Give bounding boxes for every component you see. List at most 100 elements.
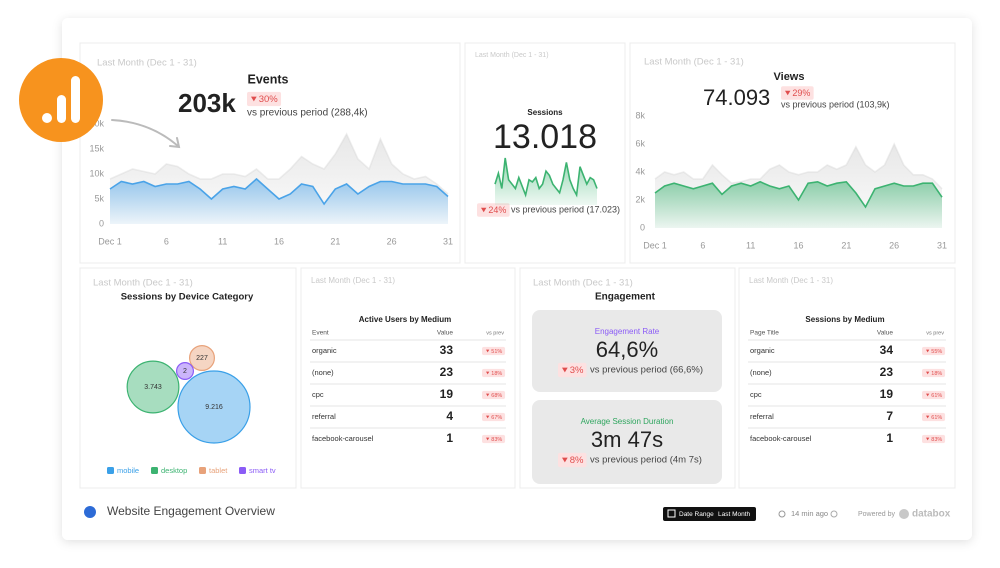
logo-dot	[42, 113, 52, 123]
change-badge	[922, 434, 946, 444]
legend-label: smart tv	[249, 466, 276, 475]
down-arrow	[926, 349, 930, 353]
kpi-value: 203k	[178, 88, 236, 118]
y-tick-label: 20k	[89, 118, 104, 128]
y-tick-label: 5k	[94, 193, 104, 203]
change-value: 3%	[570, 365, 584, 376]
y-tick-label: 0	[640, 222, 645, 232]
refresh-icon	[778, 510, 786, 518]
row-value: 1	[886, 431, 893, 445]
down-arrow	[486, 415, 490, 419]
bubble	[189, 345, 215, 371]
sessions-medium-widget	[738, 267, 956, 489]
legend-label: desktop	[161, 466, 187, 475]
row-label: (none)	[312, 368, 334, 377]
change-badge	[558, 452, 587, 468]
bubble-label: 9.216	[205, 404, 223, 411]
bubble-label: 227	[196, 355, 208, 362]
x-tick-label: 16	[793, 240, 803, 250]
area	[495, 158, 597, 205]
column-header: Event	[312, 330, 329, 337]
row-value: 34	[880, 343, 894, 357]
date-range-label: Date Range	[679, 511, 714, 518]
date-range: Last Month	[718, 511, 751, 518]
change-value: 18%	[491, 371, 502, 377]
change-value: 29%	[792, 88, 810, 98]
x-tick-label: 6	[700, 240, 705, 250]
period: Last Month (Dec 1 - 31)	[93, 278, 193, 289]
widget-title: Sessions	[527, 108, 563, 117]
change-value: 68%	[491, 393, 502, 399]
row-label: facebook-carousel	[312, 434, 374, 443]
column-header: Value	[437, 330, 454, 337]
legend-swatch	[239, 467, 246, 474]
date-range-pill	[663, 507, 756, 521]
y-tick-label: 15k	[89, 143, 104, 153]
down-arrow	[926, 415, 930, 419]
bubble	[177, 370, 251, 444]
brand-logo	[899, 509, 909, 519]
row-label: referral	[750, 412, 774, 421]
down-arrow	[486, 393, 490, 397]
x-tick-label: 11	[746, 240, 755, 250]
period: Last Month (Dec 1 - 31)	[533, 278, 633, 289]
device-widget	[79, 267, 297, 489]
row-value: 33	[440, 343, 454, 357]
x-tick-label: 26	[889, 240, 899, 250]
metric-label: Average Session Duration	[581, 417, 674, 426]
change-badge	[247, 91, 282, 107]
pointer-arrow	[111, 119, 181, 149]
x-tick-label: 21	[330, 236, 340, 246]
change-value: 30%	[259, 94, 279, 105]
down-arrow	[481, 207, 487, 213]
info-icon	[830, 510, 838, 518]
y-tick-label: 10k	[89, 168, 104, 178]
period: Last Month (Dec 1 - 31)	[475, 52, 549, 59]
change-badge	[922, 412, 946, 422]
calendar-icon	[667, 509, 676, 518]
down-arrow	[562, 457, 568, 463]
y-tick-label: 2k	[635, 194, 645, 204]
logo-bar	[57, 95, 66, 123]
widget-title: Active Users by Medium	[359, 315, 451, 324]
comparison: vs previous period (288,4k)	[247, 108, 368, 119]
down-arrow	[926, 371, 930, 375]
legend-label: tablet	[209, 466, 228, 475]
row-value: 23	[440, 365, 454, 379]
down-arrow	[926, 393, 930, 397]
row-value: 1	[446, 431, 453, 445]
period: Last Month (Dec 1 - 31)	[97, 58, 197, 69]
change-badge	[922, 346, 946, 356]
change-value: 18%	[931, 371, 942, 377]
line	[109, 132, 449, 195]
widget-title: Views	[774, 71, 805, 83]
active-users-widget	[300, 267, 516, 489]
down-arrow	[486, 437, 490, 441]
comparison: vs previous period (103,9k)	[781, 99, 890, 109]
down-arrow	[486, 371, 490, 375]
change-value: 55%	[931, 349, 942, 355]
change-badge	[482, 412, 506, 422]
line	[494, 157, 598, 198]
footer-icon	[84, 506, 96, 518]
widget-title: Events	[248, 72, 289, 86]
change-badge	[482, 434, 506, 444]
down-arrow	[251, 96, 257, 102]
row-value: 19	[880, 387, 894, 401]
change-badge	[781, 86, 814, 100]
period: Last Month (Dec 1 - 31)	[749, 276, 833, 285]
change-badge	[482, 346, 506, 356]
metric-value: 3m 47s	[591, 427, 663, 452]
period: Last Month (Dec 1 - 31)	[311, 276, 395, 285]
widget-title: Sessions by Device Category	[121, 292, 254, 303]
change-badge	[922, 368, 946, 378]
x-tick-label: 16	[274, 236, 284, 246]
row-value: 4	[446, 409, 453, 423]
row-label: organic	[750, 346, 775, 355]
x-tick-label: 21	[841, 240, 851, 250]
row-value: 7	[886, 409, 893, 423]
brand: databox	[912, 509, 951, 520]
row-label: organic	[312, 346, 337, 355]
change-badge	[482, 390, 506, 400]
widget-title: Engagement	[595, 292, 656, 303]
